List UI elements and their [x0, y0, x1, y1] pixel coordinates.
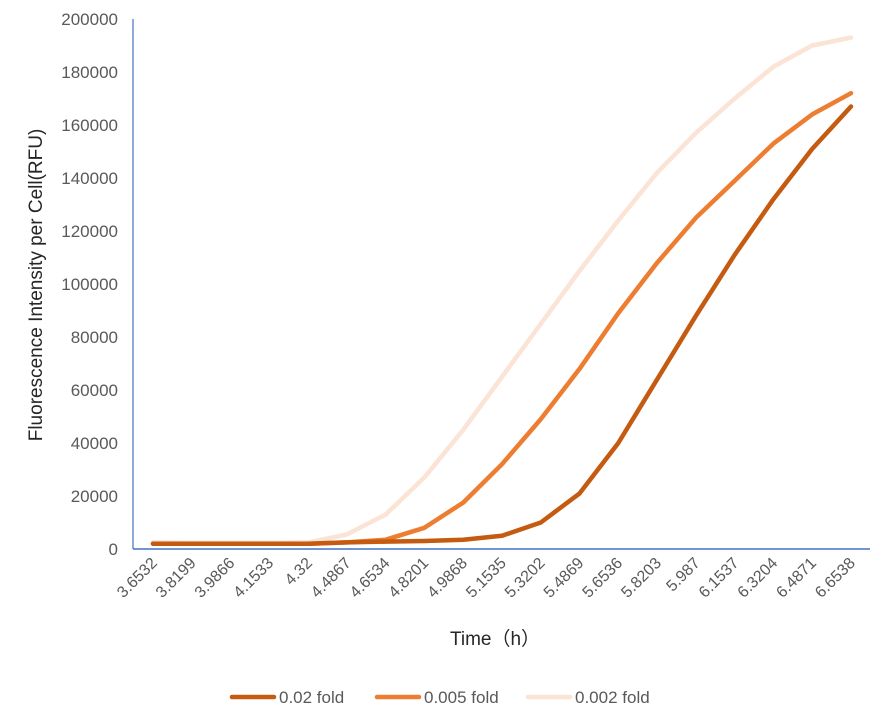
x-tick-label: 6.3204: [735, 555, 782, 602]
y-tick-label: 0: [109, 540, 118, 559]
x-tick-label: 5.6536: [580, 555, 627, 602]
x-tick-label: 4.4867: [308, 555, 355, 602]
legend-item: 0.005 fold: [374, 688, 499, 707]
x-tick-label: 3.8199: [153, 555, 200, 602]
legend-label: 0.005 fold: [424, 688, 499, 707]
legend-label: 0.002 fold: [575, 688, 650, 707]
x-tick-label: 4.9868: [424, 555, 471, 602]
series-line-0: [150, 104, 854, 546]
y-axis-ticks: 0 20000 40000 60000 80000 100000 120000 140000 1…: [61, 10, 118, 559]
x-tick-label: 5.3202: [502, 555, 549, 602]
legend-item: 0.002 fold: [525, 688, 650, 707]
x-tick-label: 4.8201: [386, 555, 433, 602]
y-tick-label: 20000: [71, 487, 118, 506]
legend: 0.02 fold 0.005 fold 0.002 fold: [229, 688, 650, 707]
x-tick-label: 4.1533: [231, 555, 278, 602]
x-tick-label: 3.6532: [114, 555, 161, 602]
y-tick-label: 180000: [61, 63, 118, 82]
y-axis-title: Fluorescence Intensity per Cell(RFU): [26, 129, 47, 442]
x-tick-label: 5.1535: [463, 555, 510, 602]
y-tick-label: 60000: [71, 381, 118, 400]
x-tick-label: 6.6538: [812, 555, 859, 602]
x-tick-label: 5.8203: [618, 555, 665, 602]
y-tick-label: 160000: [61, 116, 118, 135]
y-tick-label: 100000: [61, 275, 118, 294]
y-tick-label: 140000: [61, 169, 118, 188]
legend-item: 0.02 fold: [229, 688, 344, 707]
y-tick-label: 120000: [61, 222, 118, 241]
y-tick-label: 40000: [71, 434, 118, 453]
y-tick-label: 200000: [61, 10, 118, 29]
x-tick-label: 6.4871: [773, 555, 820, 602]
x-tick-label: 4.6534: [347, 555, 394, 602]
x-axis-title: Time（h）: [450, 628, 540, 650]
x-tick-label: 5.4869: [541, 555, 588, 602]
legend-label: 0.02 fold: [279, 688, 344, 707]
x-tick-label: 4.32: [282, 555, 316, 589]
series-line-1: [150, 90, 854, 546]
series-lines: [150, 35, 854, 546]
x-tick-label: 3.9866: [192, 555, 239, 602]
x-tick-label: 6.1537: [696, 555, 743, 602]
y-tick-label: 80000: [71, 328, 118, 347]
